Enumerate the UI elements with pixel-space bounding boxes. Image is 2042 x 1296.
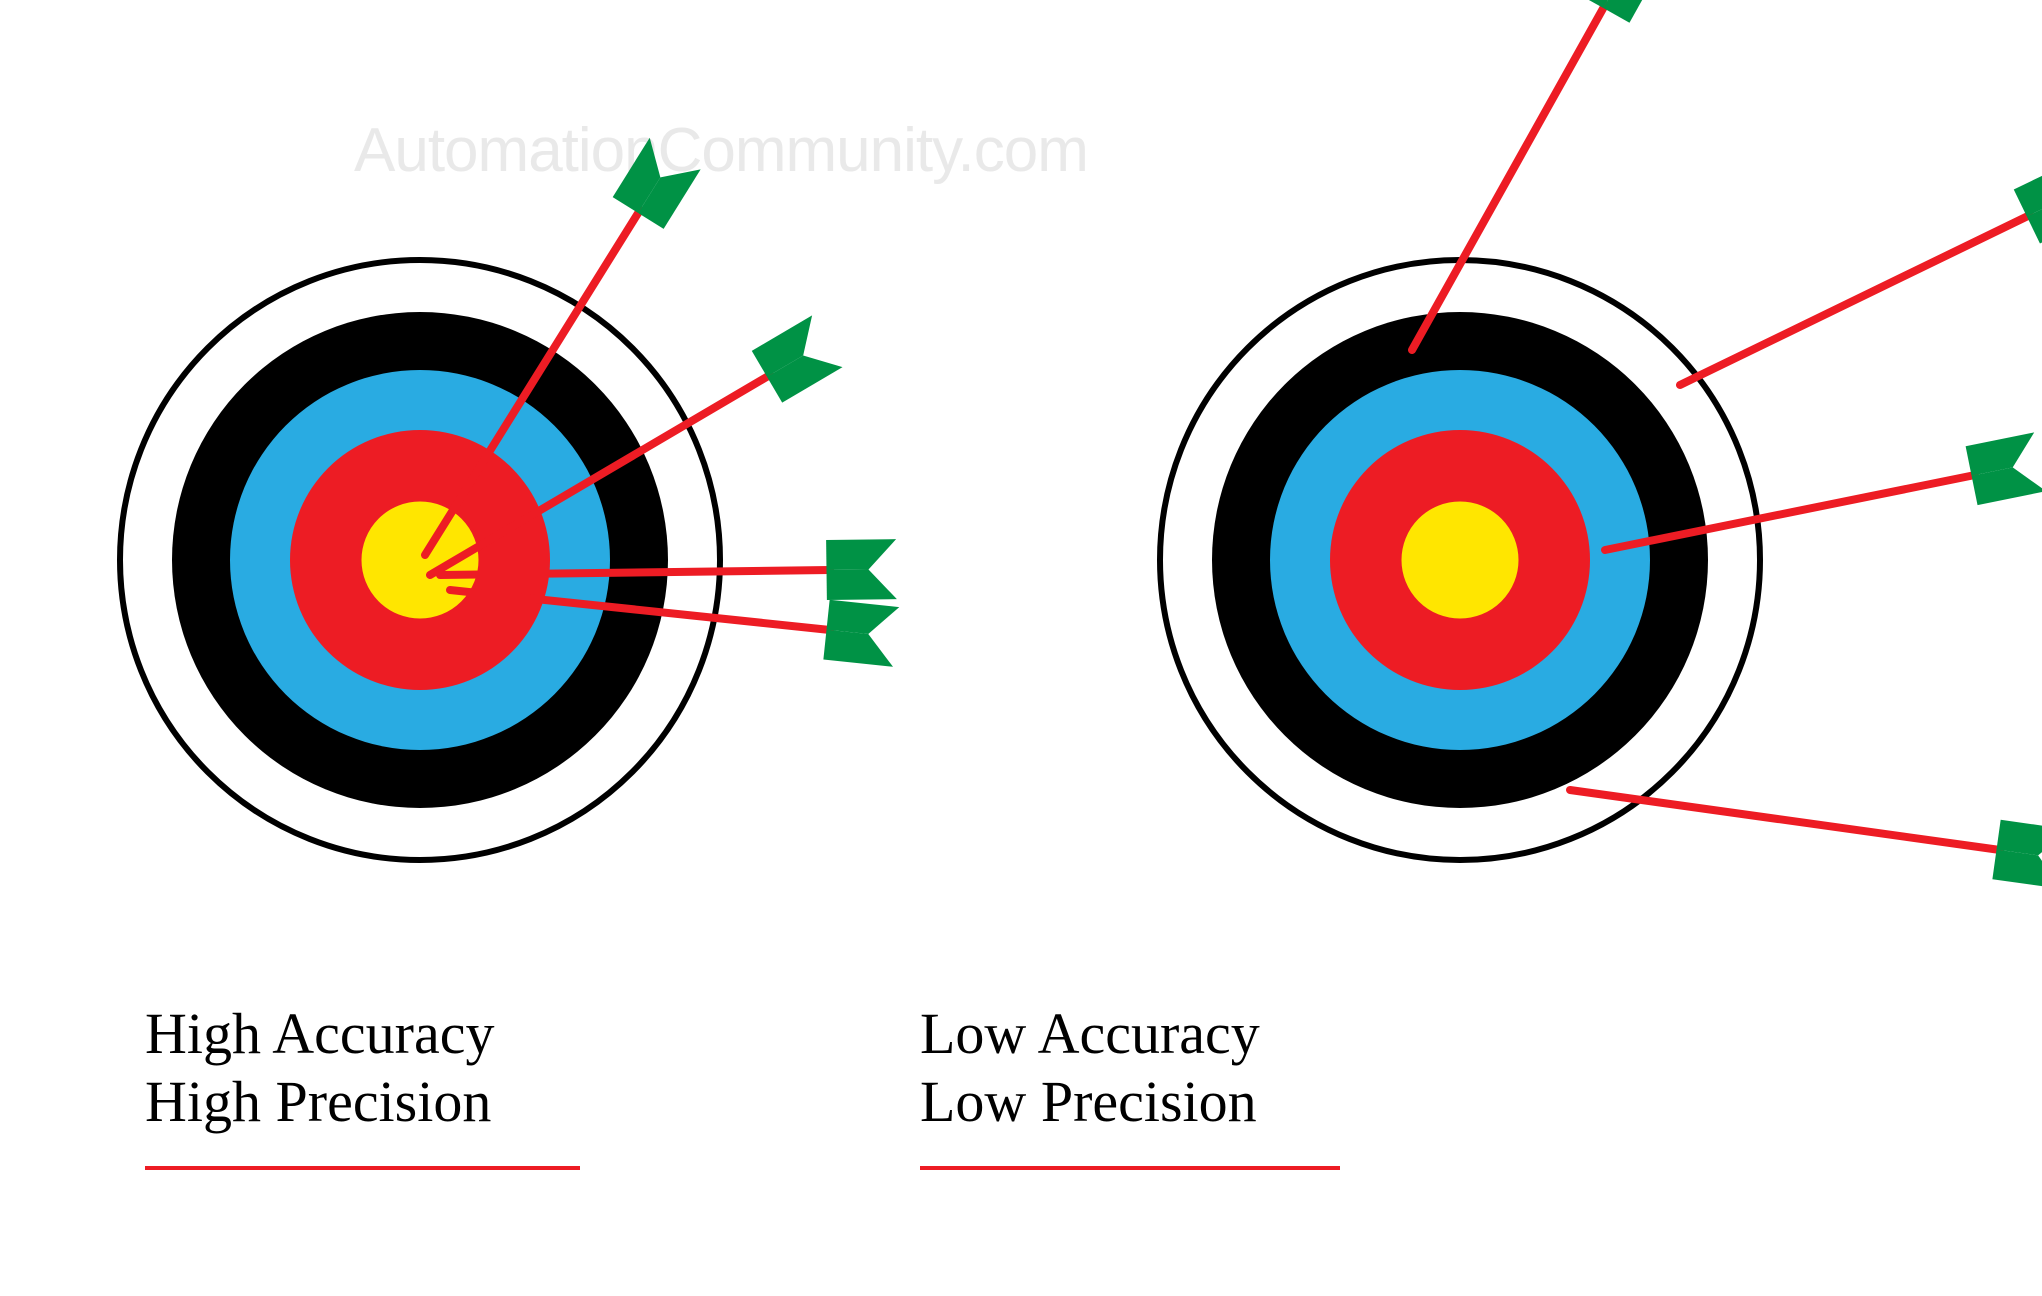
caption-line: High Accuracy bbox=[145, 1000, 494, 1068]
caption-line: Low Precision bbox=[920, 1068, 1260, 1136]
caption-right-underline bbox=[920, 1166, 1340, 1170]
target-icon bbox=[120, 260, 720, 860]
caption-line: High Precision bbox=[145, 1068, 494, 1136]
caption-left-underline bbox=[145, 1166, 580, 1170]
arrow-icon bbox=[1570, 790, 2042, 889]
diagram-canvas: AutomationCommunity.com High AccuracyHig… bbox=[0, 0, 2042, 1296]
arrow-icon bbox=[1680, 159, 2042, 385]
caption-right: Low AccuracyLow Precision bbox=[920, 1000, 1260, 1137]
target-icon bbox=[1160, 260, 1760, 860]
caption-line: Low Accuracy bbox=[920, 1000, 1260, 1068]
caption-left: High AccuracyHigh Precision bbox=[145, 1000, 494, 1137]
